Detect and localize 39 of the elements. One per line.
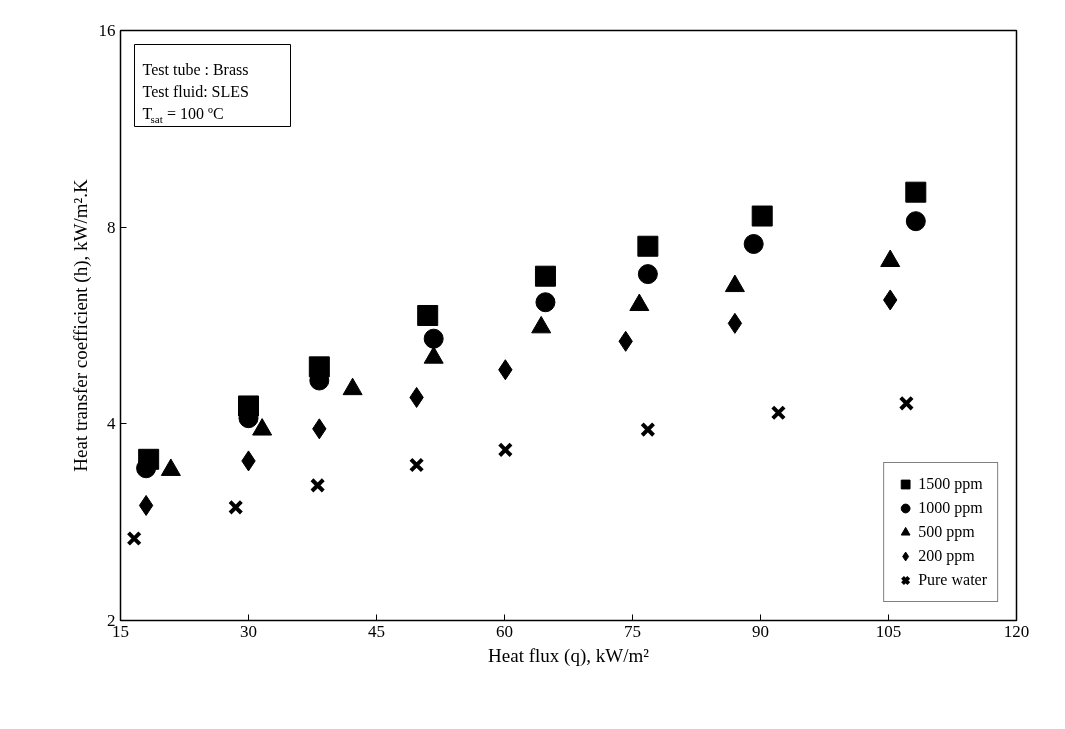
legend-label: 1000 ppm [918, 499, 983, 517]
x-tick-label: 90 [752, 621, 769, 641]
x-tick-label: 60 [496, 621, 513, 641]
annotation: Test tube : Brass [142, 61, 249, 78]
point [637, 264, 658, 285]
point [905, 211, 926, 232]
legend-label: Pure water [918, 571, 987, 589]
point [408, 457, 425, 473]
x-tick-label: 75 [624, 621, 641, 641]
x-tick-label: 105 [875, 621, 902, 641]
point [898, 395, 915, 411]
point [417, 304, 439, 326]
legend-label: 500 ppm [918, 523, 975, 541]
point [535, 292, 556, 313]
point [534, 265, 556, 287]
point [138, 494, 154, 516]
y-tick-label: 4 [107, 414, 116, 434]
point [751, 205, 773, 227]
x-tick-label: 120 [1003, 621, 1030, 641]
y-tick-label: 8 [107, 217, 116, 237]
point [423, 328, 444, 349]
point [637, 235, 659, 257]
x-tick-label: 45 [368, 621, 385, 641]
point [309, 477, 326, 494]
legend-label: 200 ppm [918, 547, 975, 565]
point [126, 530, 142, 547]
x-axis-title: Heat flux (q), kW/m² [488, 644, 650, 667]
point [905, 181, 927, 203]
annotation: Test fluid: SLES [142, 83, 249, 100]
point [743, 233, 764, 254]
x-tick-label: 30 [240, 621, 257, 641]
point [228, 499, 244, 516]
point [770, 405, 787, 421]
point [640, 421, 656, 438]
y-tick-label: 16 [98, 21, 116, 40]
legend-label: 1500 ppm [918, 475, 983, 493]
point [727, 312, 743, 334]
y-axis-title: Heat transfer coefficient (h), kW/m².K [69, 179, 92, 472]
point [497, 442, 514, 458]
